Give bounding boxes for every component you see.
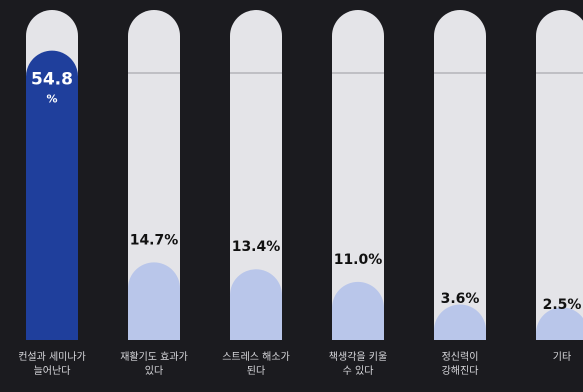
bar (434, 304, 486, 340)
tube-background (434, 10, 486, 340)
data-label: 13.4% (232, 239, 281, 255)
tube-background (332, 10, 384, 340)
data-label: 2.5% (543, 297, 582, 313)
category-label: 책생각을 키울 수 있다 (329, 351, 387, 377)
data-label: 14.7% (130, 232, 179, 248)
bars-layer (26, 10, 583, 340)
bar (536, 307, 583, 340)
category-label: 컨설과 세미나가 늘어난다 (18, 351, 86, 377)
data-label: 3.6% (441, 291, 480, 307)
category-label: 스트레스 해소가 된다 (222, 350, 290, 377)
data-label: 54.8% (31, 70, 73, 106)
tube-background (128, 10, 180, 340)
tube-background (230, 10, 282, 340)
bar (26, 50, 78, 340)
labels-layer: 54.8 % 컨설과 세미나가 늘어난다 14.7% 재활기도 효과가 있다 13.4% 스트레… (18, 70, 581, 377)
data-label: 11.0% (334, 252, 383, 268)
bar (128, 262, 180, 340)
category-label: 기타 (553, 351, 571, 363)
bar (332, 281, 384, 340)
category-label: 정신력이 강해진다 (442, 351, 479, 377)
tube-background (536, 10, 583, 340)
bar (230, 269, 282, 340)
category-label: 재활기도 효과가 있다 (120, 350, 188, 377)
